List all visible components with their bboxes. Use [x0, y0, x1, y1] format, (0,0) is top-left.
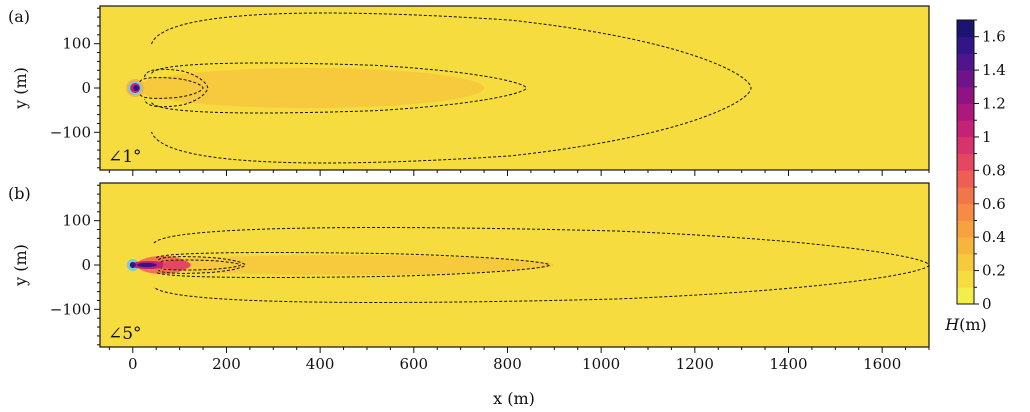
panel-b-contours	[153, 227, 929, 303]
colorbar: 0 0.2 0.4 0.6 0.8 1 1.2 1.4 1.6 H(m)	[944, 19, 1006, 334]
colorbar-band	[957, 270, 974, 288]
x-tick-label: 1400	[769, 355, 807, 373]
dashed-contour-0	[160, 259, 242, 271]
y-tick-label: 0	[81, 79, 91, 97]
colorbar-tick-label: 0.8	[982, 161, 1006, 179]
y-tick-label: 0	[81, 256, 91, 274]
dashed-contour-0	[139, 77, 204, 99]
field-zone-inner	[132, 68, 485, 108]
colorbar-label-symbol: H	[944, 315, 960, 334]
x-tick-label: 0	[128, 355, 138, 373]
dashed-contour-1	[158, 256, 246, 274]
dashed-contour-3	[153, 227, 929, 303]
panel-a-label: (a)	[8, 7, 30, 26]
colorbar-band	[957, 187, 974, 205]
colorbar-band	[957, 20, 974, 38]
colorbar-band	[957, 36, 974, 54]
colorbar-band	[957, 103, 974, 121]
colorbar-band	[957, 203, 974, 221]
panel-a-ticks: 100 0 −100	[50, 7, 930, 176]
panel-a-ylabel: y (m)	[11, 67, 30, 110]
dashed-contour-3	[151, 12, 752, 164]
colorbar-band	[957, 120, 974, 138]
colorbar-band	[957, 153, 974, 171]
dashed-contour-2	[151, 62, 527, 114]
x-tick-label: 800	[493, 355, 522, 373]
x-tick-label: 600	[399, 355, 428, 373]
y-tick-label: 100	[62, 212, 91, 230]
panel-b-angle-label: ∠5°	[108, 324, 142, 344]
colorbar-band	[957, 53, 974, 71]
panel-a-field	[100, 6, 929, 170]
colorbar-band	[957, 220, 974, 238]
panel-b-xlabel: x (m)	[493, 389, 535, 408]
y-tick-label: −100	[50, 123, 91, 141]
colorbar-band	[957, 237, 974, 255]
colorbar-tick-label: 0.6	[982, 195, 1006, 213]
dashed-contour-2	[155, 252, 551, 278]
colorbar-tick-label: 1.2	[982, 95, 1006, 113]
colorbar-ticks: 0 0.2 0.4 0.6 0.8 1 1.2 1.4 1.6	[974, 19, 1006, 313]
x-tick-label: 1600	[863, 355, 901, 373]
y-tick-label: −100	[50, 300, 91, 318]
colorbar-tick-label: 0	[982, 295, 992, 313]
colorbar-tick-label: 0.4	[982, 228, 1006, 246]
panel-b-field	[100, 183, 929, 347]
jet-tail	[162, 260, 191, 270]
colorbar-label-unit: (m)	[959, 315, 987, 334]
y-tick-label: 100	[62, 35, 91, 53]
source-core	[133, 85, 140, 91]
panel-b: 1000−1000 200 400 600 800 1000 1200 1400 1600 (b…	[8, 182, 930, 408]
panel-b-label: (b)	[8, 184, 31, 203]
colorbar-tick-label: 1	[982, 128, 992, 146]
colorbar-tick-label: 1.4	[982, 61, 1006, 79]
colorbar-label: H(m)	[944, 315, 987, 334]
panel-a: 100 0 −100 (a) ∠1° y (m)	[8, 5, 930, 176]
colorbar-band	[957, 287, 974, 305]
panel-b-ylabel: y (m)	[11, 244, 30, 287]
x-tick-label: 200	[212, 355, 241, 373]
x-tick-label: 1200	[676, 355, 714, 373]
jet-dark-core	[136, 262, 157, 268]
x-tick-label: 1000	[582, 355, 620, 373]
colorbar-gradient	[957, 20, 974, 305]
x-tick-label: 400	[306, 355, 335, 373]
field-zone-inner	[132, 255, 555, 275]
colorbar-band	[957, 86, 974, 104]
colorbar-band	[957, 253, 974, 271]
panel-a-contours	[139, 12, 752, 164]
panel-b-ticks: 1000−1000 200 400 600 800 1000 1200 1400 1600	[50, 184, 930, 373]
colorbar-band	[957, 170, 974, 188]
colorbar-frame	[956, 19, 975, 305]
colorbar-band	[957, 136, 974, 155]
panel-a-angle-label: ∠1°	[108, 147, 142, 167]
dashed-contour-1	[143, 68, 209, 108]
colorbar-tick-label: 1.6	[982, 28, 1006, 46]
colorbar-band	[957, 70, 974, 88]
colorbar-tick-label: 0.2	[982, 262, 1006, 280]
jet-source-core	[129, 262, 136, 268]
